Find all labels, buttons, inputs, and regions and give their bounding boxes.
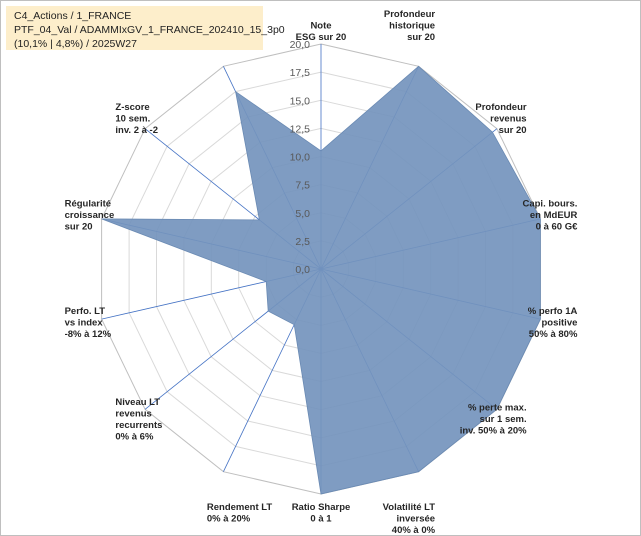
axis-label-line: croissance [65,210,115,221]
title-line-3: (10,1% | 4,8%) / 2025W27 [14,38,137,50]
axis-label-line: en MdEUR [530,210,578,221]
axis-label-line: vs index [65,318,104,329]
series-area [101,65,541,495]
axis-label-line: Volatilité LT [383,502,436,513]
title-line-1: C4_Actions / 1_FRANCE [14,10,132,22]
radar-series [101,65,541,495]
axis-label-line: Perfo. LT [65,306,106,317]
axis-label-line: Niveau LT [115,397,160,408]
axis-label-line: 0% à 20% [207,514,251,525]
axis-label-line: inversée [397,514,436,525]
axis-label-line: revenus [490,114,526,125]
tick-label: 10,0 [290,152,311,164]
axis-label-line: sur 20 [499,125,527,136]
axis-label-line: % perte max. [468,403,527,414]
tick-label: 15,0 [290,95,311,107]
axis-label-line: Profondeur [475,102,526,113]
tick-label: 20,0 [290,39,311,51]
axis-label-line: 40% à 0% [392,525,436,536]
axis-label-line: Z-score [115,102,149,113]
axis-label-line: recurrents [115,420,162,431]
axis-label-line: 50% à 80% [529,329,578,340]
axis-label-line: 10 sem. [115,114,150,125]
tick-label: 0,0 [295,264,310,276]
axis-label-line: ESG sur 20 [296,32,347,43]
axis-label-line: historique [389,21,435,32]
tick-label: 2,5 [295,236,310,248]
tick-label: 12,5 [290,123,311,135]
radial-tick-labels: 0,0 2,5 5,0 7,5 10,0 12,5 15,0 17,5 20,0 [290,39,311,276]
axis-label-line: inv. 50% à 20% [460,426,527,437]
axis-label-line: sur 20 [65,222,93,233]
axis-label-line: 0 à 1 [310,514,332,525]
axis-label-line: Capi. bours. [522,199,577,210]
axis-label-line: sur 20 [407,32,435,43]
axis-label-line: % perfo 1A [528,306,578,317]
axis-label-line: Rendement LT [207,502,272,513]
tick-label: 5,0 [295,208,310,220]
axis-label-line: 0 à 60 G€ [536,222,578,233]
axis-label-line: positive [541,318,577,329]
axis-label-line: Profondeur [384,9,435,20]
axis-label-line: -8% à 12% [65,329,112,340]
title-line-2: PTF_04_Val / ADAMMIxGV_1_FRANCE_202410_1… [14,24,285,36]
axis-label-line: Ratio Sharpe [292,502,351,513]
axis-label-8: Rendement LT0% à 20% [207,502,272,525]
tick-label: 7,5 [295,180,310,192]
chart-title-box: C4_Actions / 1_FRANCE PTF_04_Val / ADAMM… [6,6,285,50]
tick-label: 17,5 [290,67,311,79]
axis-label-line: inv. 2 à -2 [115,125,158,136]
axis-label-line: Régularité [65,199,111,210]
axis-label-line: 0% à 6% [115,431,154,442]
axis-label-line: Note [310,21,331,32]
axis-label-line: revenus [115,408,151,419]
axis-label-5: % perte max.sur 1 sem.inv. 50% à 20% [460,403,527,437]
axis-label-line: sur 1 sem. [480,414,527,425]
